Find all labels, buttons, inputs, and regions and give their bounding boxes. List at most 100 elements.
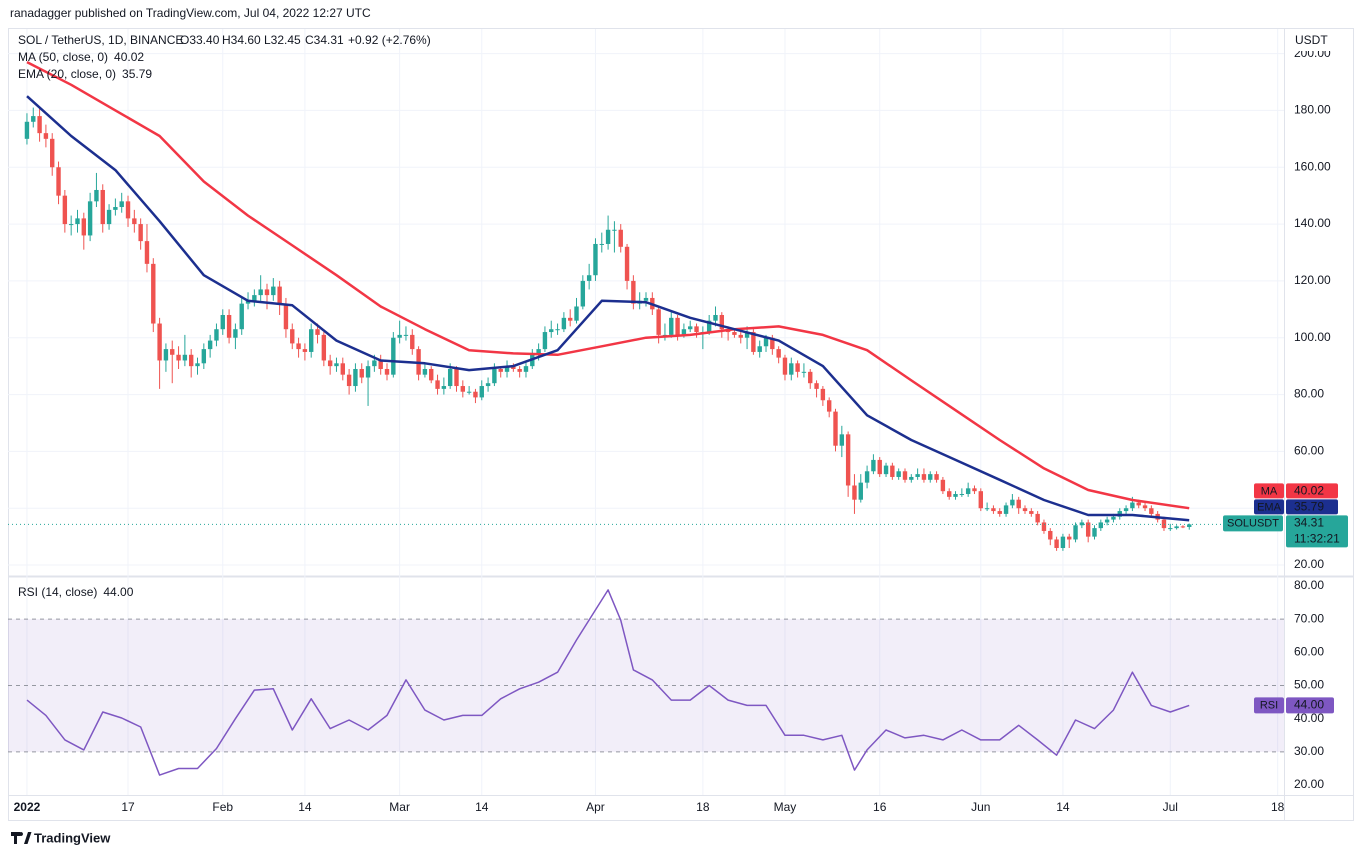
candle-body	[170, 349, 175, 355]
rsi-tick-label: 80.00	[1294, 578, 1324, 592]
x-tick-label: Mar	[389, 800, 410, 814]
candle-body	[283, 303, 289, 330]
candle-body	[466, 391, 472, 393]
candle-body	[1003, 505, 1009, 514]
candle-body	[549, 329, 554, 333]
candle-body	[1180, 526, 1186, 528]
symbol-title: SOL / TetherUS, 1D, BINANCE	[18, 33, 183, 47]
candle-body	[334, 363, 339, 367]
y-tick-label: 20.00	[1294, 557, 1324, 571]
candle-body	[75, 218, 80, 225]
rsi-tag-name-bg	[1254, 697, 1284, 714]
candle-body	[706, 320, 712, 333]
candle-body	[201, 349, 207, 364]
candle-body	[277, 286, 282, 304]
candle-body	[871, 459, 876, 472]
candle-body	[157, 323, 162, 361]
ohlc-value: O33.40	[180, 33, 220, 47]
candle-body	[801, 371, 807, 373]
candle-body	[100, 189, 105, 225]
candle-body	[713, 315, 718, 321]
candle-body	[498, 368, 503, 372]
candle-body	[826, 400, 832, 412]
candle-body	[138, 224, 143, 242]
currency-label: USDT	[1295, 33, 1328, 47]
candle-body	[719, 315, 725, 330]
candle-body	[1060, 536, 1066, 549]
rsi-tag-name: RSI	[1260, 699, 1278, 711]
candle-body	[599, 243, 604, 245]
candle-body	[397, 334, 402, 338]
candle-body	[447, 368, 453, 387]
candle-body	[1073, 525, 1078, 540]
symbol-tag	[1223, 515, 1283, 532]
candle-body	[68, 224, 74, 226]
candle-body	[151, 263, 156, 324]
y-tick-label: 120.00	[1294, 273, 1331, 287]
candle-body	[675, 317, 680, 335]
candle-body	[586, 275, 592, 281]
candle-body	[410, 334, 415, 350]
candle-body	[593, 243, 598, 276]
candle-body	[1174, 526, 1179, 529]
candle-body	[378, 360, 383, 369]
candle-body	[561, 317, 567, 330]
overlay-tag-value: 35.79	[1294, 500, 1324, 514]
rsi-tag-value: 44.00	[1294, 698, 1324, 712]
x-tick-label: Jun	[971, 800, 990, 814]
candle-body	[965, 488, 971, 495]
candle-body	[62, 195, 68, 225]
candle-body	[239, 303, 244, 330]
candle-body	[1142, 505, 1148, 509]
candle-body	[359, 368, 364, 378]
candle-body	[883, 465, 889, 475]
candle-body	[391, 337, 396, 375]
last-price-value: 34.31	[1294, 516, 1324, 530]
candle-body	[940, 479, 946, 492]
candle-body	[1048, 530, 1053, 540]
candle-body	[321, 334, 327, 361]
x-tick-label: 2022	[14, 800, 41, 814]
candle-body	[473, 391, 478, 398]
candle-body	[776, 349, 781, 358]
overlay-tag-name: MA	[1261, 485, 1278, 497]
candle-body	[1111, 516, 1116, 520]
candle-body	[833, 411, 838, 446]
candle-body	[327, 360, 333, 367]
y-tick-label: 100.00	[1294, 330, 1331, 344]
x-tick-label: Jul	[1163, 800, 1178, 814]
candle-body	[605, 229, 611, 244]
chart-frame	[8, 28, 1354, 821]
candle-body	[947, 491, 952, 497]
candle-body	[921, 474, 927, 480]
candle-body	[479, 386, 484, 398]
overlay-line	[26, 95, 1190, 522]
y-tick-label: 160.00	[1294, 159, 1331, 173]
candle-body	[365, 366, 371, 378]
candle-body	[1161, 519, 1167, 529]
candle-body	[890, 465, 895, 477]
candle-body	[681, 329, 687, 335]
last-price-tag	[1286, 515, 1348, 548]
candle-body	[1010, 499, 1015, 506]
currency-bg	[1286, 31, 1352, 51]
rsi-name: RSI (14, close)	[18, 585, 97, 599]
logo-icon	[11, 832, 32, 844]
overlay-tag-name-bg	[1254, 499, 1284, 515]
y-tick-label: 80.00	[1294, 387, 1324, 401]
x-tick-label: 18	[1271, 800, 1285, 814]
candle-body	[909, 476, 914, 480]
candle-body	[302, 349, 308, 352]
candle-body	[24, 121, 30, 139]
candle-body	[460, 386, 466, 392]
overlay-tag-bg	[1286, 483, 1338, 499]
candle-body	[1054, 539, 1059, 549]
candle-body	[555, 329, 560, 331]
candle-body	[517, 368, 522, 372]
candle-body	[984, 508, 990, 510]
x-tick-label: May	[774, 800, 797, 814]
ohlc-value: +0.92 (+2.76%)	[348, 33, 431, 47]
x-tick-label: 16	[873, 800, 887, 814]
candle-body	[751, 332, 756, 352]
candle-body	[643, 297, 649, 301]
